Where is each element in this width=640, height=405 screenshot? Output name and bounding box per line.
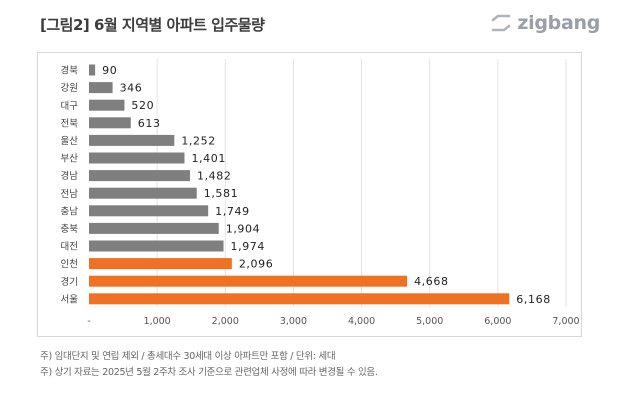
bar [89,152,185,164]
value-label: 520 [131,99,154,112]
bar [89,275,408,287]
category-label: 대구 [61,101,79,112]
value-label: 1,581 [204,187,239,200]
value-label: 1,974 [231,240,265,253]
value-label: 4,668 [414,275,449,288]
value-label: 2,096 [239,258,274,271]
category-label: 부산 [61,154,79,165]
value-label: 1,482 [197,170,232,183]
zigbang-logo-icon [492,14,511,32]
x-tick-label: 2,000 [212,316,239,327]
category-label: 경기 [61,276,78,288]
category-label: 충북 [61,224,79,235]
x-tick-label: 5,000 [416,316,443,327]
category-label: 서울 [61,294,79,305]
bar-chart: - 1,000 2,000 3,000 4,000 5,000 6,000 7,000 경북 90… [61,59,580,327]
value-label: 1,401 [191,152,226,165]
bar [89,99,125,111]
x-tick-label: - [87,316,90,327]
footnote-1: 주) 임대단지 및 연립 제외 / 총세대수 30세대 이상 아파트만 포함 /… [40,351,336,362]
category-label: 경북 [61,65,79,77]
bar [89,187,197,199]
value-label: 1,904 [226,222,261,235]
category-label: 경남 [61,170,79,182]
value-label: 90 [102,64,117,77]
x-tick-label: 6,000 [484,316,511,327]
chart-title: [그림2] 6월 지역별 아파트 입주물량 [40,16,265,34]
value-label: 1,749 [215,205,250,218]
value-label: 346 [120,82,143,95]
category-label: 강원 [61,83,78,94]
bar [89,222,219,234]
bar [89,117,131,129]
category-label: 전북 [61,118,79,129]
category-label: 전남 [61,189,79,200]
footnotes: 주) 임대단지 및 연립 제외 / 총세대수 30세대 이상 아파트만 포함 /… [40,349,378,381]
category-label: 인천 [61,259,78,270]
x-tick-label: 4,000 [348,316,375,327]
value-label: 613 [138,117,161,130]
category-label: 울산 [61,136,79,147]
bar [89,134,175,146]
value-label: 6,168 [516,293,551,306]
chart-container: - 1,000 2,000 3,000 4,000 5,000 6,000 7,000 경북 90… [37,52,582,337]
bar [89,82,113,94]
x-tick-label: 1,000 [144,316,171,327]
bar [89,258,232,270]
category-label: 충남 [61,206,79,217]
bar [89,240,224,252]
bar [89,64,96,76]
bar [89,205,209,217]
logo-text: zigbang [517,12,600,34]
x-tick-label: 7,000 [552,316,579,327]
x-tick-label: 3,000 [280,316,307,327]
bar [89,293,510,305]
bar [89,170,190,182]
value-label: 1,252 [181,134,216,147]
category-label: 대전 [61,242,78,253]
footnote-2: 주) 상기 자료는 2025년 5월 2주차 조사 기준으로 관련업체 사정에 … [40,367,378,378]
zigbang-logo: zigbang [490,12,600,34]
